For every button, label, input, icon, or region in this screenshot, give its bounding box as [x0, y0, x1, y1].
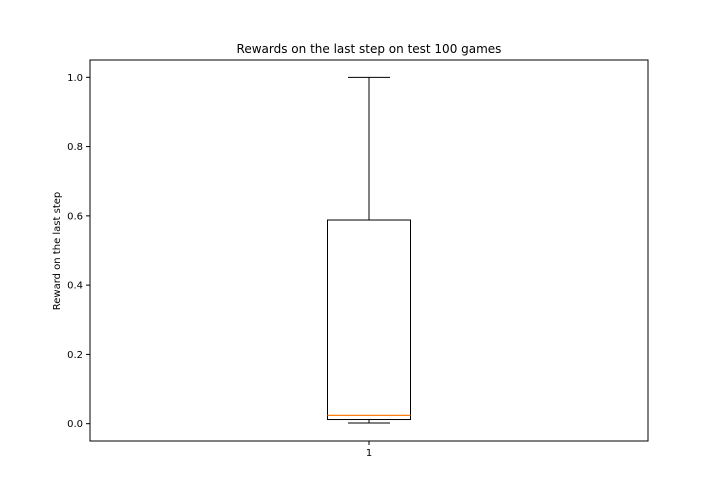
x-tick-label: 1 — [366, 448, 372, 459]
chart-marks — [327, 76, 411, 424]
y-tick-label: 0.6 — [67, 211, 83, 222]
box-body — [327, 219, 411, 421]
y-tick-label: 0.4 — [67, 281, 83, 292]
y-tick-label: 0.8 — [67, 142, 83, 153]
y-tick-label: 1.0 — [67, 73, 83, 84]
y-axis-label: Reward on the last step — [52, 192, 63, 311]
y-axis: 0.0 0.2 0.4 0.6 0.8 1.0 — [67, 73, 90, 430]
y-tick-label: 0.2 — [67, 350, 83, 361]
x-axis: 1 — [366, 441, 372, 459]
y-tick-label: 0.0 — [67, 419, 83, 430]
chart-title: Rewards on the last step on test 100 gam… — [237, 42, 502, 56]
